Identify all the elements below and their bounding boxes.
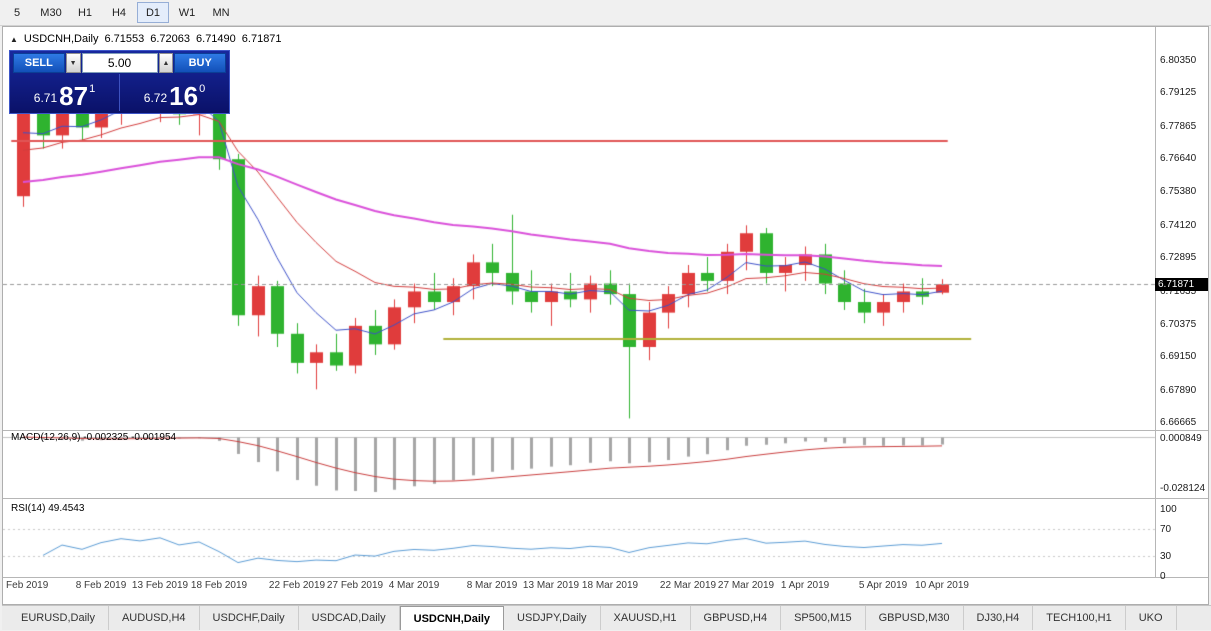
date-axis-label: 4 Feb 2019 [3,580,49,591]
chart-tab-USDCAD,Daily[interactable]: USDCAD,Daily [299,606,400,630]
timeframe-button-D1[interactable]: D1 [137,2,169,23]
chart-tab-AUDUSD,H4[interactable]: AUDUSD,H4 [109,606,200,630]
high-value: 6.72063 [150,33,191,45]
open-value: 6.71553 [104,33,145,45]
date-axis-label: 8 Feb 2019 [75,580,127,591]
date-axis-label: 18 Feb 2019 [190,580,248,591]
price-axis-label: 6.79125 [1160,87,1197,99]
time-axis-separator [3,577,1208,578]
buy-price-pip: 0 [199,83,206,95]
price-axis-label: 6.72895 [1160,252,1197,264]
sell-price-pip: 1 [89,83,96,95]
macd-axis-upper-label: 0.000849 [1160,433,1202,444]
chart-tab-USDJPY,Daily[interactable]: USDJPY,Daily [504,606,601,630]
rsi-level-label: 0 [1160,571,1166,582]
chart-tab-TECH100,H1[interactable]: TECH100,H1 [1033,606,1126,630]
rsi-level-label: 100 [1160,504,1177,515]
low-value: 6.71490 [196,33,236,45]
macd-axis-lower-label: -0.028124 [1160,483,1206,494]
one-click-trade-panel: SELL ▼ ▲ BUY 6.71 87 1 6.72 [9,50,230,114]
date-axis-label: 27 Mar 2019 [717,580,775,591]
current-price-badge: 6.71871 [1155,278,1208,291]
date-axis-label: 1 Apr 2019 [780,580,830,591]
chart-tab-USDCNH,Daily[interactable]: USDCNH,Daily [399,606,505,630]
price-axis-label: 6.80350 [1160,55,1197,66]
close-value: 6.71871 [241,33,282,45]
volume-increase-button[interactable]: ▲ [158,53,174,73]
spin-up-icon: ▲ [162,59,170,67]
price-chart-canvas[interactable] [3,27,1156,602]
chart-tab-GBPUSD,H4[interactable]: GBPUSD,H4 [691,606,782,630]
volume-input[interactable] [81,53,158,73]
price-divider [119,74,120,111]
trade-prices-row: 6.71 87 1 6.72 16 0 [10,74,229,111]
timeframe-button-W1[interactable]: W1 [178,6,196,19]
chart-symbol-label: USDCNH,Daily [23,33,99,45]
timeframe-button-H1[interactable]: H1 [77,6,93,19]
timeframe-button-M30[interactable]: M30 [40,6,62,19]
price-axis-label: 6.74120 [1160,219,1197,231]
chart-tab-USDCHF,Daily[interactable]: USDCHF,Daily [200,606,299,630]
macd-pane-separator[interactable] [3,430,1208,431]
chart-tab-GBPUSD,M30[interactable]: GBPUSD,M30 [866,606,964,630]
timeframe-button-MN[interactable]: MN [212,6,230,19]
collapse-panel-icon[interactable]: ▲ [10,34,18,44]
date-axis-label: 5 Apr 2019 [858,580,908,591]
chart-header: ▲ USDCNH,Daily 6.71553 6.72063 6.71490 6… [10,33,282,45]
price-axis-label: 6.77865 [1160,120,1197,132]
date-axis-label: 8 Mar 2019 [466,580,518,591]
sell-price-large: 87 [59,81,89,111]
date-axis-label: 18 Mar 2019 [581,580,639,591]
price-axis-separator [1155,27,1156,577]
price-axis-label: 6.71635 [1160,285,1197,297]
buy-price-large: 16 [169,81,199,111]
date-axis-label: 13 Feb 2019 [131,580,189,591]
chart-tab-UKO[interactable]: UKO [1126,606,1177,630]
rsi-level-label: 30 [1160,550,1172,562]
timeframe-button-5[interactable]: 5 [13,6,21,19]
price-axis-label: 6.69150 [1160,351,1197,363]
price-axis-label: 6.70375 [1160,318,1197,330]
macd-label: MACD(12,26,9) -0.002325 -0.001954 [11,432,177,443]
spin-down-icon: ▼ [69,59,77,67]
timeframe-toolbar: 5 M30 H1 H4 D1 W1 MN [0,0,1211,26]
price-axis-label: 6.66665 [1160,417,1197,428]
timeframe-button-H4[interactable]: H4 [111,6,127,19]
sell-price-prefix: 6.71 [33,91,58,105]
price-axis-label: 6.67890 [1160,384,1197,396]
price-axis-label: 6.75380 [1160,186,1197,198]
price-axis[interactable]: 6.80350 6.79125 6.77865 6.76640 6.75380 6.741… [1156,27,1208,577]
rsi-label: RSI(14) 49.4543 [11,503,85,514]
trade-controls-row: SELL ▼ ▲ BUY [10,51,229,74]
buy-price-prefix: 6.72 [143,91,168,105]
chart-tab-EURUSD,Daily[interactable]: EURUSD,Daily [8,606,109,630]
price-axis-label: 6.76640 [1160,153,1197,165]
rsi-level-label: 70 [1160,524,1172,536]
rsi-pane-separator[interactable] [3,498,1208,499]
date-axis-label: 22 Mar 2019 [659,580,717,591]
volume-decrease-button[interactable]: ▼ [65,53,81,73]
sell-price-display[interactable]: 6.71 87 1 [10,74,119,111]
date-axis-label: 10 Apr 2019 [915,580,969,591]
chart-tab-DJ30,H4[interactable]: DJ30,H4 [964,606,1034,630]
chart-tab-bar: EURUSD,Daily AUDUSD,H4 USDCHF,Daily USDCAD,… [2,605,1211,630]
date-axis-label: 27 Feb 2019 [326,580,384,591]
buy-price-display[interactable]: 6.72 16 0 [120,74,229,111]
chart-window: ▲ USDCNH,Daily 6.71553 6.72063 6.71490 6… [2,26,1209,605]
date-axis-label: 4 Mar 2019 [388,580,440,591]
date-axis-label: 13 Mar 2019 [522,580,580,591]
chart-tab-XAUUSD,H1[interactable]: XAUUSD,H1 [601,606,691,630]
date-axis-label: 22 Feb 2019 [268,580,326,591]
buy-button[interactable]: BUY [174,53,226,73]
chart-tab-SP500,M15[interactable]: SP500,M15 [781,606,866,630]
rsi-axis: 100 70 30 0 [1156,27,1208,582]
sell-button[interactable]: SELL [13,53,65,73]
